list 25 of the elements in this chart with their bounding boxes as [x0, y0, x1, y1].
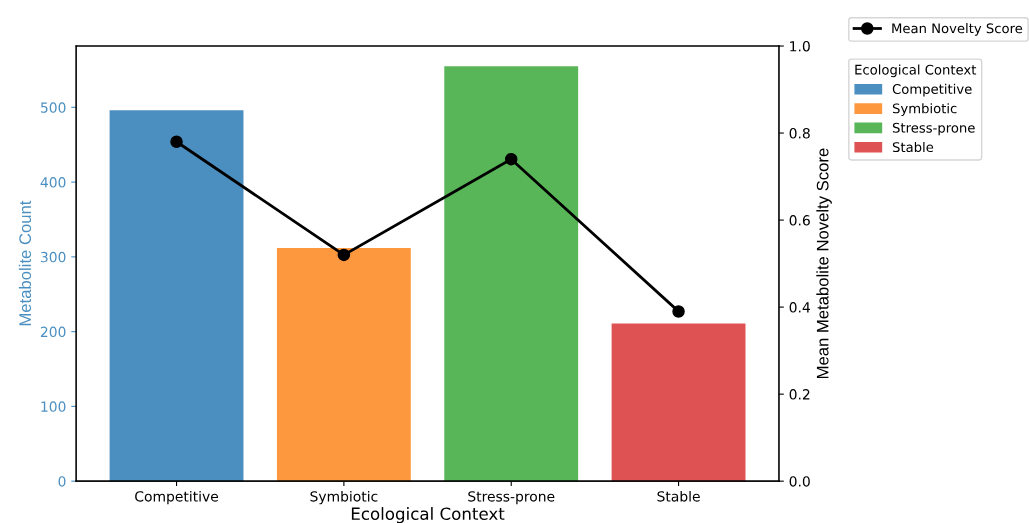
y2-tick-label: 0.6 — [789, 215, 810, 226]
y2-tick-label: 0.4 — [789, 302, 810, 313]
y-tick-label: 500 — [40, 102, 66, 113]
y-tick-label: 400 — [40, 177, 66, 188]
y-tick-label: 300 — [40, 251, 66, 263]
category-label: Stress-prone — [892, 122, 975, 136]
y2-tick-label: 1.0 — [790, 40, 810, 52]
x-axis-title: Ecological Context — [351, 507, 505, 523]
y-tick-label: 100 — [41, 401, 66, 412]
y2-axis-title: Mean Metabolite Novelty Score — [816, 148, 832, 379]
x-tick-label: Stress-prone — [468, 491, 555, 505]
y2-tick-label: 0.8 — [789, 128, 810, 139]
x-tick-label: Symbiotic — [310, 490, 378, 505]
category-label: Competitive — [892, 83, 972, 97]
x-tick-label: Competitive — [135, 490, 219, 505]
category-label: Stable — [892, 141, 934, 153]
y2-tick-label: 0.2 — [789, 389, 810, 400]
y-tick-label: 0 — [58, 476, 66, 487]
y2-tick-label: 0.0 — [789, 476, 810, 487]
legend-label: Mean Novelty Score — [892, 23, 1023, 36]
y-tick-label: 200 — [40, 326, 66, 338]
y-axis-title: Metabolite Count — [18, 200, 32, 326]
legend-title: Ecological Context — [855, 64, 977, 78]
category-label: Symbiotic — [892, 103, 957, 116]
x-tick-label: Stable — [657, 490, 700, 502]
